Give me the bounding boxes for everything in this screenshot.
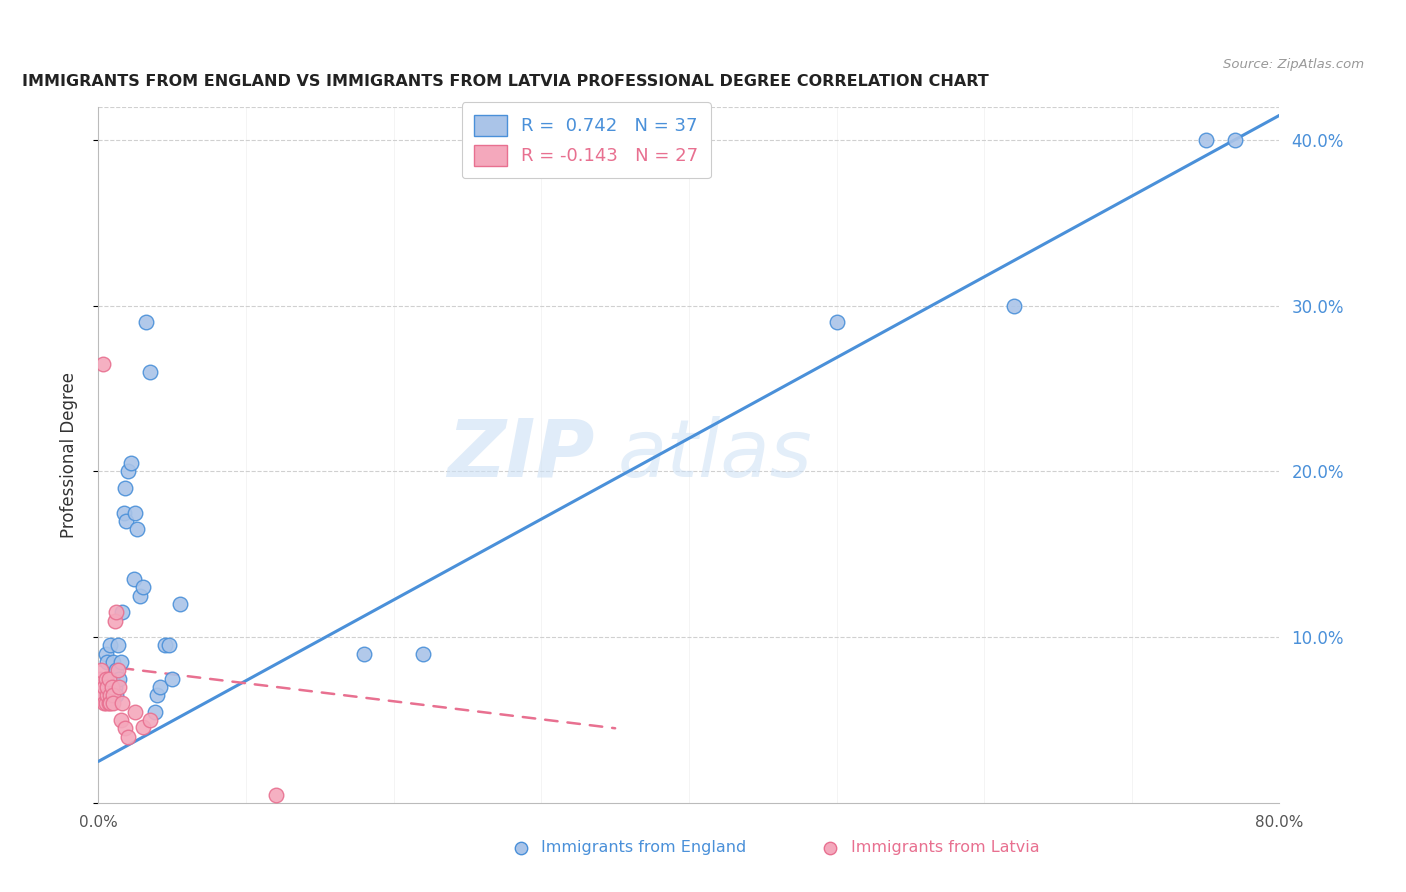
Y-axis label: Professional Degree: Professional Degree [59,372,77,538]
Point [115,514,138,528]
Point [96,655,118,669]
Point [108,680,131,694]
Point [98,688,121,702]
Point [132,720,155,734]
Point [124,705,146,719]
Point [139,365,162,379]
Point [1195,133,1218,147]
Point [111,697,134,711]
Point [117,465,139,479]
Point [105,605,128,619]
Point [1002,299,1025,313]
Text: ZIP: ZIP [447,416,595,494]
Point [94,697,117,711]
Point [135,315,157,329]
Point [125,523,148,537]
Point [91,688,114,702]
Point [139,713,162,727]
Point [100,680,122,694]
Point [91,357,114,371]
Point [264,788,287,802]
Point [96,680,118,694]
Point [90,663,112,677]
Point [105,663,128,677]
Point [114,481,136,495]
Point [100,672,122,686]
Point [825,315,848,329]
Point [412,647,434,661]
Point [98,697,121,711]
Point [103,697,125,711]
Point [143,705,166,719]
Point [96,688,118,702]
Point [818,841,841,855]
Point [93,680,115,694]
Text: IMMIGRANTS FROM ENGLAND VS IMMIGRANTS FROM LATVIA PROFESSIONAL DEGREE CORRELATIO: IMMIGRANTS FROM ENGLAND VS IMMIGRANTS FR… [21,74,988,89]
Point [112,506,135,520]
Point [169,597,191,611]
Point [110,713,132,727]
Text: Immigrants from Latvia: Immigrants from Latvia [851,840,1039,855]
Point [97,697,120,711]
Point [103,655,125,669]
Point [128,589,150,603]
Point [124,506,146,520]
Point [104,680,127,694]
Point [120,456,142,470]
Point [117,730,139,744]
Point [97,672,120,686]
Text: atlas: atlas [619,416,813,494]
Point [162,672,183,686]
Point [146,688,169,702]
Point [157,639,180,653]
Point [111,605,134,619]
Point [107,639,129,653]
Point [98,639,121,653]
Point [122,572,145,586]
Legend: R =  0.742   N = 37, R = -0.143   N = 27: R = 0.742 N = 37, R = -0.143 N = 27 [461,103,711,178]
Point [108,672,131,686]
Point [89,672,111,686]
Point [110,655,132,669]
Point [153,639,176,653]
Point [149,680,172,694]
Point [104,614,127,628]
Point [132,581,155,595]
Point [107,663,129,677]
Point [509,841,531,855]
Point [1225,133,1247,147]
Point [114,721,136,735]
Point [103,688,125,702]
Point [353,647,375,661]
Point [94,647,117,661]
Point [105,688,128,702]
Point [93,697,115,711]
Text: Immigrants from England: Immigrants from England [541,840,747,855]
Text: Source: ZipAtlas.com: Source: ZipAtlas.com [1223,58,1364,71]
Point [94,672,117,686]
